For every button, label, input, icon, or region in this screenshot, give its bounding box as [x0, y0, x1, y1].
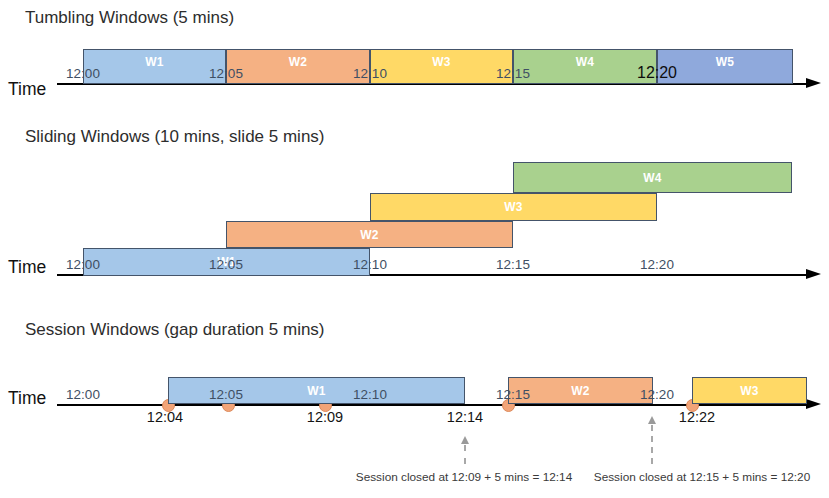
- tumbling-axis-tick-label: 12:10: [353, 66, 387, 81]
- tumbling-title: Tumbling Windows (5 mins): [25, 8, 234, 28]
- sliding-window-w4: W4: [513, 162, 792, 193]
- tumbling-window-w3: W3: [370, 49, 513, 84]
- session-closed-annotation: Session closed at 12:09 + 5 mins = 12:14: [356, 470, 572, 484]
- sliding-time-axis-label: Time: [8, 257, 46, 278]
- annotation-arrow-stem: [464, 445, 466, 464]
- session-axis-tick-label: 12:05: [209, 387, 243, 402]
- tumbling-axis-tick-label: 12:20: [637, 64, 677, 82]
- tumbling-window-w2: W2: [226, 49, 370, 84]
- annotation-arrow-icon: [648, 416, 656, 424]
- tumbling-axis-tick-label: 12:05: [209, 66, 243, 81]
- windowing-diagram: Tumbling Windows (5 mins) Time W1 W2 W3 W4 W5 1…: [0, 0, 829, 498]
- event-time-label: 12:22: [679, 409, 715, 425]
- session-title: Session Windows (gap duration 5 mins): [25, 320, 325, 340]
- event-time-label: 12:09: [307, 409, 343, 425]
- window-label: W5: [716, 55, 735, 69]
- event-time-label: 12:04: [147, 409, 183, 425]
- sliding-axis-tick-label: 12:10: [353, 257, 387, 272]
- tumbling-window-w5: W5: [657, 49, 793, 84]
- session-closed-annotation: Session closed at 12:15 + 5 mins = 12:20: [594, 470, 810, 484]
- annotation-arrow-stem: [651, 425, 653, 464]
- tumbling-window-w4: W4: [513, 49, 657, 84]
- session-axis-tick-label: 12:15: [496, 387, 530, 402]
- session-time-axis-label: Time: [8, 388, 46, 409]
- sliding-window-w3: W3: [370, 193, 657, 221]
- window-label: W1: [307, 384, 326, 398]
- window-label: W1: [145, 55, 164, 69]
- sliding-axis-tick-label: 12:05: [209, 257, 243, 272]
- session-axis-tick-label: 12:20: [640, 387, 674, 402]
- window-label: W3: [740, 384, 759, 398]
- window-label: W3: [432, 55, 451, 69]
- session-axis-arrowhead-icon: [806, 399, 821, 409]
- window-label: W3: [504, 200, 523, 214]
- tumbling-window-w1: W1: [83, 49, 226, 84]
- sliding-title: Sliding Windows (10 mins, slide 5 mins): [25, 127, 325, 147]
- window-label: W4: [576, 55, 595, 69]
- session-window-w3: W3: [692, 377, 807, 404]
- session-axis-tick-label: 12:10: [353, 387, 387, 402]
- sliding-axis-tick-label: 12:15: [496, 257, 530, 272]
- tumbling-axis-tick-label: 12:15: [496, 66, 530, 81]
- tumbling-axis-arrowhead-icon: [806, 78, 821, 88]
- event-time-label: 12:14: [447, 409, 483, 425]
- tumbling-time-axis-label: Time: [8, 79, 46, 100]
- window-label: W2: [571, 384, 590, 398]
- session-axis-tick-label: 12:00: [66, 387, 100, 402]
- sliding-axis-arrowhead-icon: [806, 269, 821, 279]
- window-label: W2: [360, 228, 379, 242]
- tumbling-axis-tick-label: 12:00: [66, 66, 100, 81]
- sliding-axis-tick-label: 12:20: [640, 257, 674, 272]
- window-label: W2: [289, 55, 308, 69]
- sliding-window-w2: W2: [226, 221, 513, 248]
- window-label: W4: [643, 171, 662, 185]
- annotation-arrow-icon: [461, 436, 469, 444]
- sliding-axis-tick-label: 12:00: [66, 257, 100, 272]
